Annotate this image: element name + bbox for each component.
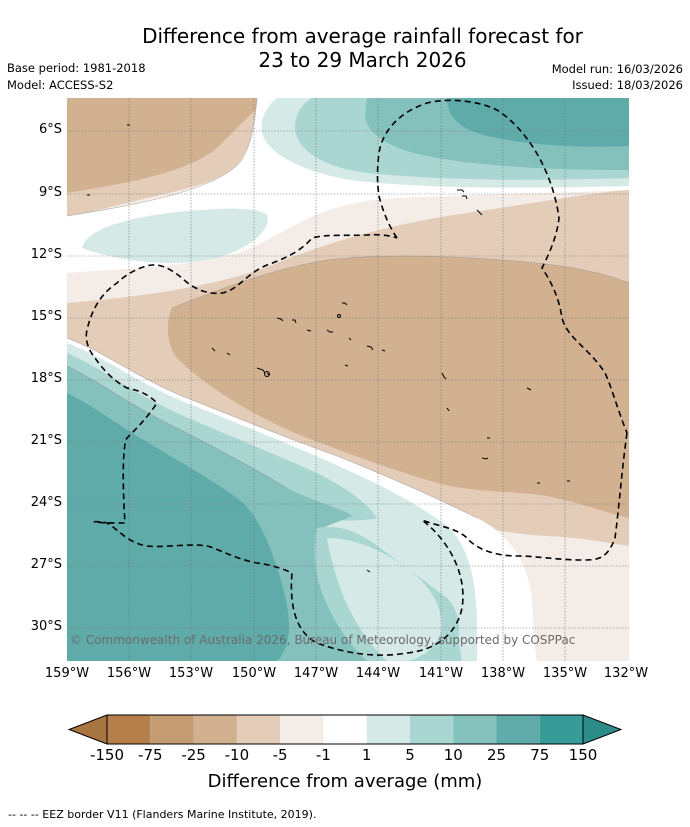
southwest-wet-mid (67, 393, 289, 661)
lat-label-24s: 24°S (30, 495, 62, 510)
colorbar-extend-wet (582, 714, 623, 745)
island (306, 329, 312, 332)
map-title: Difference from average rainfall forecas… (0, 24, 690, 72)
island (381, 349, 386, 352)
lat-label-6s: 6°S (38, 122, 62, 137)
contour-line (67, 365, 288, 489)
northeast-wet-mid (447, 98, 629, 147)
colorbar-swatch-wet-pale (410, 715, 454, 744)
island (457, 189, 465, 193)
central-dry-light (167, 256, 629, 518)
lat-label-27s: 27°S (30, 557, 62, 572)
colorbar-label: -5 (272, 746, 288, 764)
islands (87, 124, 570, 573)
island (266, 372, 270, 376)
colorbar-swatch-wet-strong (539, 715, 583, 744)
colorbar-swatch-wet-faint (366, 715, 410, 744)
island (344, 364, 349, 367)
colorbar-swatch-dry-strong (107, 715, 151, 744)
lon-label-153w: 153°W (168, 666, 214, 681)
colorbar-swatch-wet-light (453, 715, 497, 744)
island (226, 352, 231, 356)
title-line-1: Difference from average rainfall forecas… (142, 24, 583, 48)
island (476, 209, 483, 216)
eez-border-south (85, 233, 628, 656)
island (526, 387, 532, 391)
colorbar-label: 25 (486, 746, 507, 764)
island (264, 371, 270, 377)
map-svg (67, 98, 629, 661)
colorbar-label: 75 (530, 746, 550, 764)
island (446, 407, 450, 412)
island (211, 347, 216, 352)
issued-date: Issued: 18/03/2026 (572, 78, 683, 92)
lon-label-147w: 147°W (293, 666, 339, 681)
island (366, 569, 371, 573)
lon-label-135w: 135°W (542, 666, 588, 681)
contour-line (67, 337, 478, 519)
colorbar-label: -150 (89, 746, 125, 764)
island (366, 345, 374, 351)
island (276, 317, 284, 322)
lat-label-15s: 15°S (30, 309, 62, 324)
title-line-2: 23 to 29 March 2026 (258, 48, 467, 72)
lon-label-144w: 144°W (355, 666, 401, 681)
island (441, 372, 447, 380)
colorbar-swatch-neutral (323, 715, 367, 744)
island (342, 302, 348, 306)
colorbar-swatch-dry-pale (236, 715, 281, 744)
legend-colorbar (67, 714, 623, 745)
lat-label-9s: 9°S (38, 185, 62, 200)
colorbar-swatch-dry-faint (280, 715, 324, 744)
northwest-dry-light (67, 98, 267, 193)
model-name: Model: ACCESS-S2 (7, 78, 114, 92)
lat-label-18s: 18°S (30, 371, 62, 386)
island (337, 314, 341, 318)
lat-label-30s: 30°S (30, 619, 62, 634)
eez-footnote: -- -- -- EEZ border V11 (Flanders Marine… (8, 808, 317, 821)
colorbar-label: -75 (138, 746, 163, 764)
lon-label-132w: 132°W (603, 666, 649, 681)
copyright-notice: © Commonwealth of Australia 2026, Bureau… (70, 633, 576, 647)
island (462, 195, 468, 200)
colorbar-title: Difference from average (mm) (207, 771, 483, 792)
model-run: Model run: 16/03/2026 (551, 62, 683, 76)
colorbar-outline (106, 714, 584, 745)
west-wet-faint-pool (82, 208, 268, 264)
eez-border-north (376, 99, 628, 434)
colorbar-swatch-dry-mid (150, 715, 194, 744)
colorbar-label: 150 (568, 746, 598, 764)
colorbar-label: -10 (224, 746, 250, 764)
colorbar-swatch-dry-light (193, 715, 237, 744)
colorbar-label: 10 (443, 746, 463, 764)
base-period: Base period: 1981-2018 (7, 61, 146, 75)
lat-label-12s: 12°S (30, 247, 62, 262)
lat-label-21s: 21°S (30, 433, 62, 448)
island (481, 457, 489, 460)
lon-label-141w: 141°W (418, 666, 464, 681)
colorbar-label: -25 (181, 746, 206, 764)
graticule (67, 98, 629, 661)
colorbar-label: -1 (315, 746, 331, 764)
lon-label-156w: 156°W (106, 666, 152, 681)
southeast-wet-faint-lobe (327, 538, 442, 661)
rainfall-anomaly-map (67, 98, 629, 661)
colorbar-label: 1 (361, 746, 372, 764)
island (348, 337, 352, 341)
island (326, 329, 333, 333)
lon-label-138w: 138°W (480, 666, 526, 681)
colorbar-label: 5 (405, 746, 415, 764)
island (292, 319, 297, 324)
lon-label-159w: 159°W (44, 666, 90, 681)
island (256, 367, 266, 374)
colorbar-extend-dry (67, 714, 108, 745)
colorbar-swatch-wet-mid (496, 715, 540, 744)
lon-label-150w: 150°W (231, 666, 277, 681)
